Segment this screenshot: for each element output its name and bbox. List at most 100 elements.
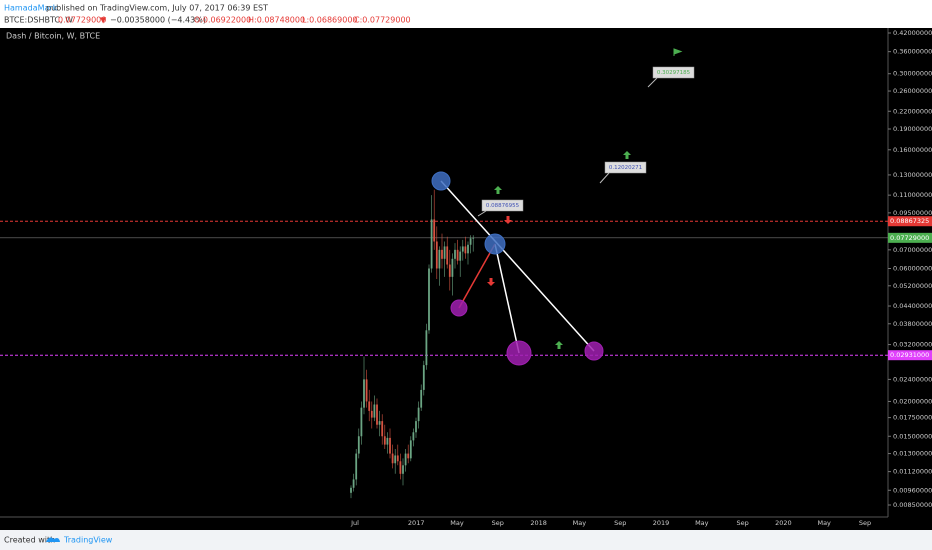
price-label: 0.07729000 <box>890 234 929 242</box>
candle-body <box>383 436 386 445</box>
author[interactable]: HamadaMark <box>4 4 58 13</box>
callout-box <box>604 161 647 174</box>
arrow-down <box>504 216 512 224</box>
x-tick-label: 2019 <box>653 519 670 527</box>
y-tick-label: 0.02400000 <box>893 375 932 383</box>
callout-text: 0.30297185 <box>657 70 691 76</box>
candle-body <box>412 432 415 441</box>
arrow-down <box>487 278 495 286</box>
candle-body <box>391 453 394 464</box>
marker-circle <box>484 233 506 255</box>
chart-title: Dash / Bitcoin, W, BTCE <box>6 32 100 41</box>
x-tick-label: 2017 <box>408 519 425 527</box>
candle-body <box>417 407 420 422</box>
candle-body <box>360 407 363 437</box>
candle-body <box>446 246 449 265</box>
y-tick-label: 0.13000000 <box>893 171 932 179</box>
brand[interactable]: TradingView <box>63 536 113 545</box>
candle-body <box>428 268 430 331</box>
callout-pointer <box>477 210 487 217</box>
y-tick-label: 0.01120000 <box>893 468 932 476</box>
candle-body <box>376 404 378 425</box>
trend-line <box>458 243 496 309</box>
y-tick-label: 0.06000000 <box>893 264 932 272</box>
y-tick-label: 0.07000000 <box>893 246 932 254</box>
ohlc-high: H:0.08748000 <box>248 16 305 25</box>
x-tick-label: Sep <box>614 519 626 527</box>
y-tick-label: 0.04400000 <box>893 302 932 310</box>
chart-bg <box>0 28 932 530</box>
y-tick-label: 0.00960000 <box>893 486 932 494</box>
candle-body <box>443 246 446 259</box>
candle-body <box>402 465 404 474</box>
y-tick-label: 0.19000000 <box>893 125 932 133</box>
y-tick-label: 0.16000000 <box>893 146 932 154</box>
candle-body <box>425 330 428 366</box>
candle-body <box>378 421 381 425</box>
change: −0.00358000 (−4.43%) <box>110 16 206 25</box>
x-tick-label: May <box>817 519 831 527</box>
candle-body <box>355 453 358 480</box>
callout-box <box>481 199 524 212</box>
candle-body <box>368 401 371 411</box>
candle-body <box>459 251 462 261</box>
brand-logo <box>46 537 60 542</box>
price-label-bg <box>888 216 932 227</box>
ohlc-open: O:0.06922000 <box>194 16 251 25</box>
ohlc-close: C:0.07729000 <box>354 16 411 25</box>
price-label: 0.02931000 <box>890 351 929 359</box>
header-bg <box>0 0 932 28</box>
candle-body <box>433 219 436 242</box>
arrow-up <box>494 186 502 194</box>
x-tick-label: 2020 <box>775 519 792 527</box>
marker-circle <box>506 340 532 366</box>
y-tick-label: 0.22000000 <box>893 107 932 115</box>
candle-body <box>389 437 391 454</box>
candle-body <box>409 440 412 459</box>
candle-body <box>407 453 410 459</box>
candle-body <box>352 479 355 488</box>
symbol: BTCE:DSHBTC, W <box>4 16 73 25</box>
x-tick-label: Sep <box>492 519 504 527</box>
candle-body <box>464 246 467 254</box>
candle-body <box>467 244 469 254</box>
x-tick-label: Jul <box>350 519 359 527</box>
y-tick-label: 0.30000000 <box>893 70 932 78</box>
y-tick-label: 0.01750000 <box>893 414 932 422</box>
change-arrow: ▼ <box>100 16 107 25</box>
candle-body <box>363 379 365 408</box>
y-tick-label: 0.09500000 <box>893 209 932 217</box>
candle-body <box>357 436 360 454</box>
candle-body <box>404 453 407 466</box>
x-tick-label: 2018 <box>530 519 547 527</box>
published: published on TradingView.com, July 07, 2… <box>46 4 268 13</box>
arrow-up <box>555 341 563 349</box>
candle-body <box>461 246 464 252</box>
candle-body <box>370 410 373 418</box>
candle-body <box>350 487 352 493</box>
y-tick-label: 0.02000000 <box>893 397 932 405</box>
trend-line <box>494 243 520 354</box>
candle-body <box>396 455 399 462</box>
ohlc-low: L:0.06869000 <box>302 16 358 25</box>
y-tick-label: 0.36000000 <box>893 48 932 56</box>
candle-body <box>438 249 441 269</box>
callout-text: 0.08876955 <box>486 203 520 209</box>
y-tick-label: 0.26000000 <box>893 87 932 95</box>
candle-body <box>451 258 454 277</box>
candle-body <box>415 421 417 433</box>
candle-body <box>448 264 451 277</box>
y-tick-label: 0.03800000 <box>893 320 932 328</box>
x-tick-label: May <box>695 519 709 527</box>
price-label-bg <box>888 350 932 361</box>
candle-body <box>373 404 376 418</box>
marker-circle <box>450 299 468 317</box>
candle-body <box>454 249 456 259</box>
price-label-bg <box>888 232 932 243</box>
candle-body <box>381 421 384 437</box>
marker-circle <box>584 341 604 361</box>
x-tick-label: Sep <box>736 519 748 527</box>
candle-body <box>430 219 433 269</box>
